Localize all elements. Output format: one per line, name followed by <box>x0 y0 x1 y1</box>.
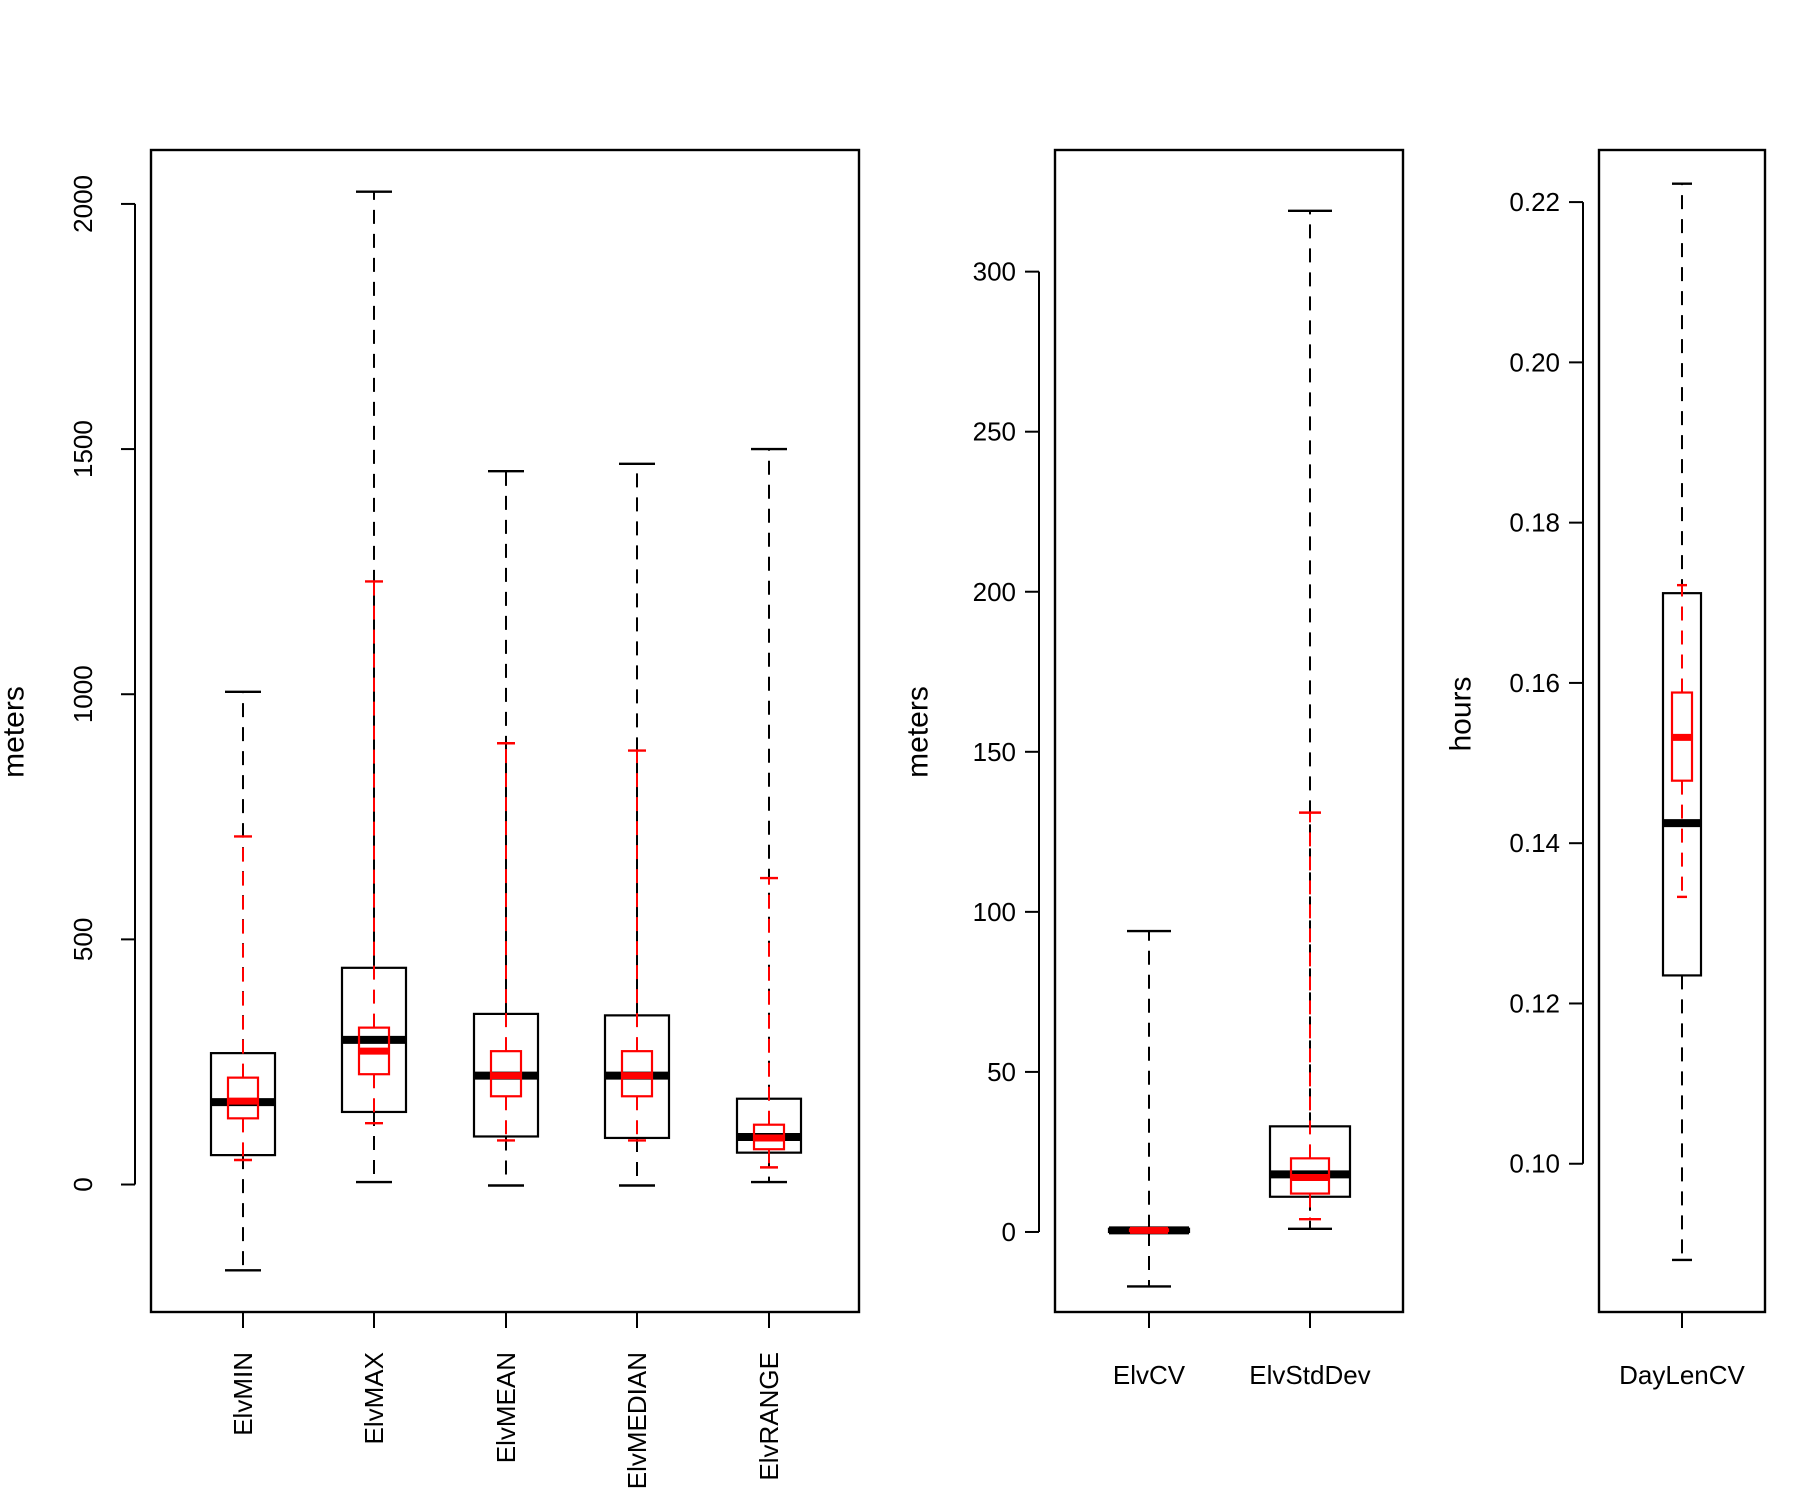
y-tick-label: 0.16 <box>1509 668 1560 698</box>
y-tick-label: 50 <box>987 1057 1016 1087</box>
y-tick-label: 1500 <box>68 420 98 478</box>
y-tick-label: 0.14 <box>1509 828 1560 858</box>
y-tick-label: 0.12 <box>1509 988 1560 1018</box>
y-tick-label: 200 <box>973 577 1016 607</box>
y-tick-label: 150 <box>973 737 1016 767</box>
x-tick-label: ElvMIN <box>228 1352 258 1436</box>
y-axis-title: meters <box>902 686 935 778</box>
y-tick-label: 0.18 <box>1509 508 1560 538</box>
y-tick-label: 2000 <box>68 175 98 233</box>
x-tick-label: ElvStdDev <box>1249 1360 1370 1390</box>
y-tick-label: 1000 <box>68 665 98 723</box>
x-tick-label: ElvRANGE <box>754 1352 784 1481</box>
x-tick-label: ElvCV <box>1113 1360 1186 1390</box>
y-tick-label: 250 <box>973 417 1016 447</box>
y-axis-title: meters <box>0 686 31 778</box>
y-tick-label: 300 <box>973 257 1016 287</box>
y-axis-title: hours <box>1445 676 1478 751</box>
y-tick-label: 0 <box>68 1177 98 1191</box>
black-box <box>1661 592 1703 977</box>
y-tick-label: 0.10 <box>1509 1149 1560 1179</box>
y-tick-label: 0.22 <box>1509 187 1560 217</box>
x-tick-label: DayLenCV <box>1619 1360 1745 1390</box>
y-tick-label: 500 <box>68 918 98 961</box>
x-tick-label: ElvMEDIAN <box>622 1352 652 1489</box>
black-box <box>1268 1125 1352 1198</box>
elevation-panel: 0 500 1000 1500 2000 meters ElvMIN ElvMAX ElvMEA… <box>0 148 861 1489</box>
y-tick-label: 0.20 <box>1509 347 1560 377</box>
elevation-variability-panel: 0 50 100 150 200 250 300 meters ElvCV ElvStdDev <box>902 148 1405 1390</box>
y-tick-label: 100 <box>973 897 1016 927</box>
day-length-panel: 0.10 0.12 0.14 0.16 0.18 0.20 0.22 hours DayLenC… <box>1445 148 1767 1390</box>
x-tick-label: ElvMEAN <box>491 1352 521 1463</box>
x-tick-label: ElvMAX <box>359 1352 389 1444</box>
y-tick-label: 0 <box>1002 1217 1016 1247</box>
